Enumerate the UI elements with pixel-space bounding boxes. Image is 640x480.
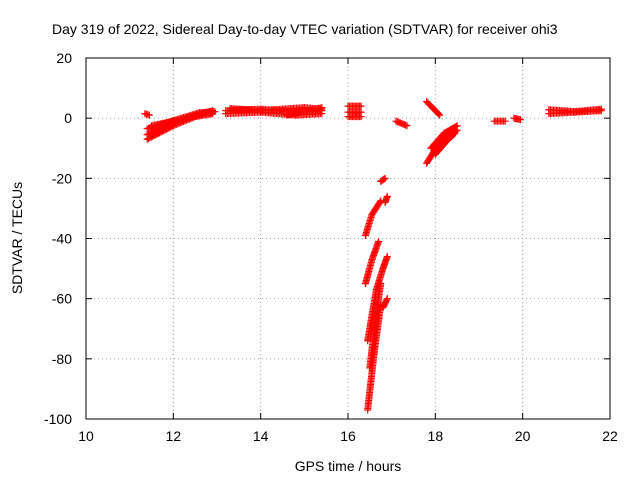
- data-point: [453, 122, 461, 130]
- data-points: [141, 98, 605, 414]
- plot-frame: [85, 57, 611, 420]
- data-point: [516, 116, 524, 124]
- series-arc-i: [283, 104, 326, 119]
- series-arc-q: [379, 253, 391, 273]
- series-arc-t: [379, 295, 391, 312]
- series-arc-l: [361, 197, 385, 239]
- data-point: [597, 105, 605, 113]
- data-point: [436, 111, 444, 119]
- y-tick-label: -40: [52, 231, 72, 247]
- y-tick-label: -100: [44, 411, 72, 427]
- x-tick-label: 22: [602, 428, 618, 444]
- y-axis-label: SDTVAR / TECUs: [9, 182, 25, 294]
- data-point: [357, 102, 365, 110]
- series-arc-y: [490, 117, 509, 125]
- data-point: [383, 295, 391, 303]
- data-point: [451, 129, 459, 137]
- data-point: [452, 122, 460, 130]
- data-point: [450, 130, 458, 138]
- series-arc-bb: [545, 105, 605, 116]
- y-tick-label: 20: [56, 50, 72, 66]
- data-point: [383, 192, 391, 200]
- data-point: [318, 104, 326, 112]
- data-point: [357, 113, 365, 121]
- data-point: [381, 174, 389, 182]
- data-point: [380, 175, 388, 183]
- data-point: [403, 122, 411, 130]
- data-point: [501, 117, 509, 125]
- series-arc-u: [423, 98, 444, 119]
- data-point: [383, 296, 391, 304]
- data-point: [377, 280, 385, 288]
- x-tick-label: 20: [515, 428, 531, 444]
- series-arc-j: [344, 102, 365, 121]
- series-arc-m: [377, 174, 389, 185]
- x-tick-label: 12: [166, 428, 182, 444]
- x-tick-label: 10: [78, 428, 94, 444]
- data-point: [209, 107, 217, 115]
- series-arc-n: [361, 238, 383, 288]
- data-point: [435, 110, 443, 118]
- x-tick-label: 18: [428, 428, 444, 444]
- series-arc-w: [427, 122, 461, 152]
- series-arc-k: [392, 117, 411, 130]
- y-tick-label: -20: [52, 170, 72, 186]
- series-arc-e: [148, 107, 217, 130]
- data-point: [145, 111, 153, 119]
- series-arc-o: [381, 192, 391, 206]
- x-tick-label: 16: [340, 428, 356, 444]
- y-tick-label: -60: [52, 291, 72, 307]
- series-arc-z: [510, 114, 524, 124]
- y-tick-label: 0: [64, 110, 72, 126]
- chart-title: Day 319 of 2022, Sidereal Day-to-day VTE…: [52, 21, 558, 37]
- x-axis-label: GPS time / hours: [295, 458, 402, 474]
- data-point: [383, 253, 391, 261]
- y-tick-label: -80: [52, 351, 72, 367]
- series-arc-a: [141, 110, 153, 119]
- data-point: [375, 238, 383, 246]
- series-arc-s: [366, 280, 385, 372]
- x-tick-label: 14: [253, 428, 269, 444]
- series-arc-x: [431, 129, 459, 158]
- axis-ticks: 10 12 14 16 18 20 22 20 0 -20 -40 -60 -80 -100: [44, 50, 618, 444]
